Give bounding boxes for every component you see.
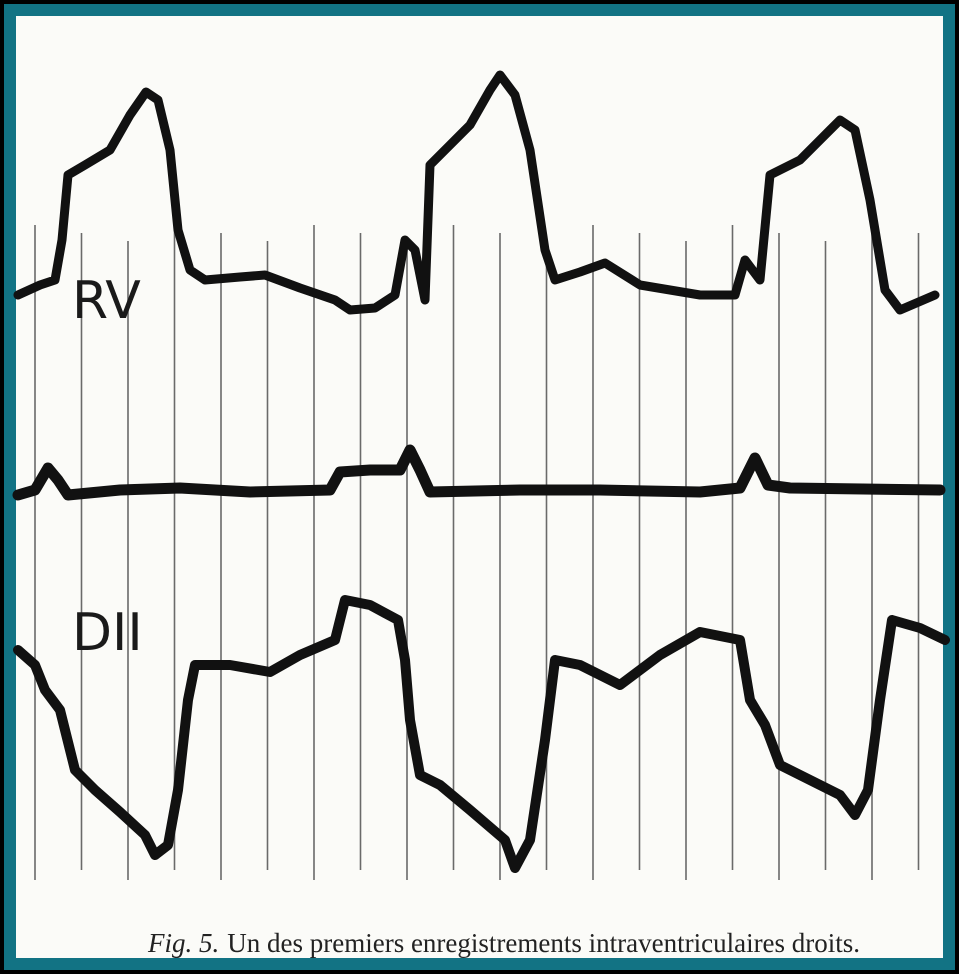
timing-lines [34,225,920,880]
middle-trace [12,444,946,501]
dii-trace [13,595,950,873]
caption-label: Fig. 5. [147,928,219,958]
trace-label: RV [72,271,141,331]
caption-text: Un des premiers enregistrements intraven… [227,928,860,958]
caption: Fig. 5. Un des premiers enregistrements i… [147,928,860,958]
trace-label: DII [72,603,143,663]
rv-trace [13,70,940,315]
